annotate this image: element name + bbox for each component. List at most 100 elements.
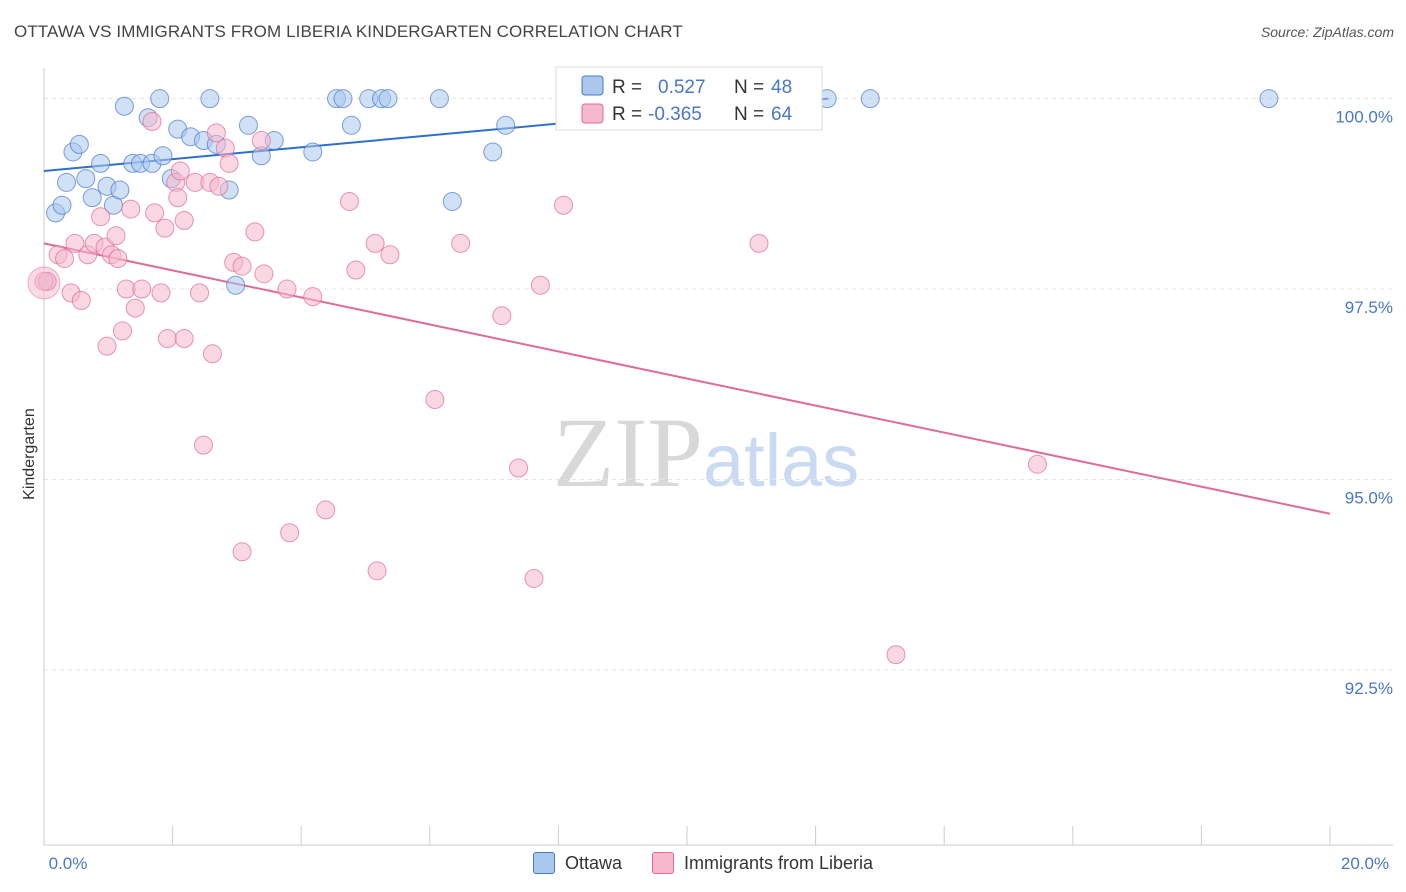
liberia-point	[157, 329, 177, 349]
ottawa-point	[69, 134, 89, 154]
liberia-point	[509, 458, 529, 478]
chart-title: OTTAWA VS IMMIGRANTS FROM LIBERIA KINDER…	[14, 22, 683, 41]
liberia-point	[380, 245, 400, 265]
liberia-point	[530, 275, 550, 295]
ottawa-point	[860, 89, 880, 109]
liberia-point	[151, 283, 171, 303]
liberia-point	[232, 542, 252, 562]
watermark: ZIPatlas	[553, 395, 859, 510]
liberia-point	[492, 306, 512, 326]
tick-labels: 92.5% 95.0% 97.5% 100.0% 0.0% 20.0%	[49, 108, 1393, 873]
liberia-point	[277, 279, 297, 299]
ottawa-point	[238, 115, 258, 135]
liberia-point	[168, 188, 188, 208]
liberia-point	[346, 260, 366, 280]
bottom-legend: Ottawa Immigrants from Liberia	[0, 852, 1406, 874]
legend-n-label-1: N =	[734, 77, 764, 98]
liberia-point	[190, 283, 210, 303]
ottawa-point	[52, 195, 72, 215]
ottawa-point	[303, 142, 323, 162]
liberia-point	[425, 389, 445, 409]
y-tick-label: 95.0%	[1345, 488, 1393, 507]
liberia-point	[316, 500, 336, 520]
liberia-point	[174, 211, 194, 231]
liberia-point	[132, 279, 152, 299]
liberia-point	[749, 233, 769, 253]
legend-n-value-2: 64	[771, 104, 793, 125]
legend-n-label-2: N =	[734, 104, 764, 125]
liberia-point	[367, 561, 387, 581]
legend-r-value-2: -0.365	[648, 104, 702, 125]
ottawa-point	[76, 169, 96, 189]
liberia-point	[155, 218, 175, 238]
legend-item-liberia[interactable]: Immigrants from Liberia	[651, 852, 874, 874]
legend-swatch-liberia	[581, 103, 604, 124]
liberia-point	[55, 249, 75, 269]
ottawa-point	[429, 89, 449, 109]
liberia-point	[142, 112, 162, 132]
data-points	[27, 89, 1279, 665]
liberia-point	[251, 131, 271, 151]
ottawa-swatch	[532, 852, 555, 874]
source-label: Source: ZipAtlas.com	[1260, 24, 1394, 40]
legend-r-label-2: R =	[612, 104, 642, 125]
liberia-point	[1027, 454, 1047, 474]
liberia-point	[193, 435, 213, 455]
x-tick-label: 20.0%	[1341, 854, 1389, 873]
liberia-point	[121, 199, 141, 219]
watermark-zip: ZIP	[553, 397, 703, 508]
ottawa-point	[153, 146, 173, 166]
y-tick-label: 97.5%	[1345, 298, 1393, 317]
liberia-point	[206, 123, 226, 143]
liberia-point	[108, 249, 128, 269]
liberia-point	[339, 191, 359, 211]
x-tick-label: 0.0%	[49, 854, 88, 873]
legend-swatch-ottawa	[581, 75, 604, 96]
ottawa-point	[333, 89, 353, 109]
ottawa-point	[57, 172, 77, 192]
legend-r-label-1: R =	[612, 77, 642, 98]
liberia-point	[303, 287, 323, 307]
y-tick-label: 92.5%	[1345, 679, 1393, 698]
liberia-point	[254, 264, 274, 284]
liberia-swatch	[651, 852, 674, 874]
liberia-point	[170, 161, 190, 181]
liberia-point	[106, 226, 126, 246]
liberia-point	[112, 321, 132, 341]
legend-r-value-1: 0.527	[658, 77, 706, 98]
liberia-point	[245, 222, 265, 242]
ottawa-point	[82, 188, 102, 208]
liberia-point	[232, 256, 252, 276]
stats-legend: R = 0.527 N = 48 R = -0.365 N = 64	[555, 66, 823, 131]
legend-n-value-1: 48	[771, 77, 792, 98]
ottawa-point	[200, 89, 220, 109]
liberia-point	[145, 203, 165, 223]
liberia-point	[27, 266, 61, 300]
ottawa-point	[226, 275, 246, 295]
liberia-point	[554, 195, 574, 215]
axes	[43, 68, 1393, 846]
liberia-point	[365, 233, 385, 253]
ottawa-point	[114, 96, 134, 116]
liberia-point	[65, 233, 85, 253]
liberia-point	[97, 336, 117, 356]
liberia-point	[451, 233, 471, 253]
ottawa-label: Ottawa	[564, 852, 622, 873]
watermark-atlas: atlas	[703, 419, 860, 502]
liberia-point	[71, 290, 91, 310]
liberia-point	[219, 153, 239, 173]
ottawa-point	[496, 115, 516, 135]
liberia-point	[202, 344, 222, 364]
ottawa-point	[341, 115, 361, 135]
ottawa-point	[91, 153, 111, 173]
liberia-label: Immigrants from Liberia	[683, 852, 874, 873]
ottawa-point	[150, 89, 170, 109]
ottawa-point	[1259, 89, 1279, 109]
liberia-point	[125, 298, 145, 318]
ottawa-point	[378, 89, 398, 109]
liberia-point	[886, 645, 906, 665]
liberia-point	[174, 329, 194, 349]
legend-item-ottawa[interactable]: Ottawa	[532, 852, 622, 874]
liberia-point	[280, 523, 300, 543]
